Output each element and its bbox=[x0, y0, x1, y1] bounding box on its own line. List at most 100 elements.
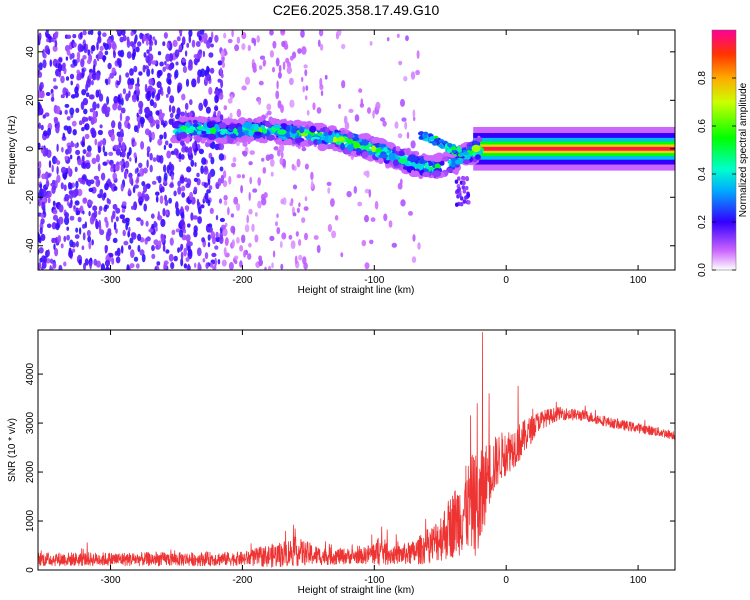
heatmap-speckle bbox=[82, 30, 87, 36]
heatmap-speckle bbox=[123, 240, 129, 246]
heatmap-speckle bbox=[118, 74, 122, 84]
heatmap-speckle bbox=[56, 160, 61, 166]
heatmap-speckle bbox=[66, 49, 71, 56]
heatmap-speckle bbox=[257, 177, 262, 186]
heatmap-speckle bbox=[214, 34, 219, 43]
heatmap-speckle bbox=[251, 223, 255, 232]
heatmap-speckle bbox=[46, 223, 52, 229]
heatmap-speckle bbox=[87, 59, 92, 65]
heatmap-speckle bbox=[69, 154, 73, 160]
heatmap-speckle bbox=[168, 104, 172, 113]
heatmap-ridge-blob bbox=[350, 137, 360, 141]
heatmap-ridge-blob bbox=[309, 125, 317, 133]
heatmap-speckle bbox=[281, 40, 286, 48]
heatmap-ridge-blob bbox=[407, 155, 418, 162]
heatmap-ridge-blob bbox=[221, 128, 228, 133]
heatmap-ridge-blob bbox=[317, 143, 328, 152]
colorbar-frame bbox=[711, 29, 737, 271]
heatmap-ridge-blob bbox=[377, 157, 384, 164]
heatmap-speckle bbox=[209, 207, 214, 214]
heatmap-speckle bbox=[164, 60, 167, 66]
heatmap-ridge-blob bbox=[398, 151, 405, 157]
heatmap-speckle bbox=[140, 219, 144, 226]
heatmap-speckle bbox=[43, 53, 47, 59]
heatmap-speckle bbox=[131, 205, 135, 210]
heatmap-speckle bbox=[116, 247, 121, 257]
heatmap-tail-blob bbox=[457, 176, 461, 181]
heatmap-speckle bbox=[180, 258, 184, 267]
heatmap-ridge-blob bbox=[239, 119, 245, 125]
heatmap-speckle bbox=[194, 262, 197, 268]
heatmap-ridge-blob bbox=[388, 152, 396, 161]
heatmap-speckle bbox=[103, 192, 107, 199]
heatmap-ridge-blob bbox=[361, 139, 369, 146]
heatmap-speckle bbox=[40, 90, 45, 99]
heatmap-speckle bbox=[156, 92, 161, 101]
heatmap-speckle bbox=[50, 96, 55, 102]
heatmap-speckle bbox=[88, 116, 92, 121]
heatmap-speckle bbox=[223, 247, 227, 256]
heatmap-speckle bbox=[269, 50, 274, 58]
heatmap-speckle bbox=[191, 78, 197, 88]
heatmap-speckle bbox=[304, 232, 308, 241]
heatmap-speckle bbox=[198, 102, 204, 112]
heatmap-speckle bbox=[98, 50, 104, 60]
heatmap-speckle bbox=[137, 233, 142, 241]
heatmap-speckle bbox=[47, 250, 50, 257]
snr-frame bbox=[37, 329, 676, 571]
heatmap-speckle bbox=[223, 32, 227, 39]
heatmap-speckle bbox=[267, 265, 272, 270]
heatmap-speckle bbox=[166, 150, 172, 159]
heatmap-branch-blob bbox=[432, 141, 438, 146]
heatmap-ridge-blob bbox=[192, 123, 199, 128]
heatmap-ridge-blob bbox=[454, 159, 464, 165]
heatmap-speckle bbox=[319, 43, 324, 51]
heatmap-ridge-blob bbox=[285, 125, 290, 133]
heatmap-speckle bbox=[313, 235, 319, 240]
heatmap-speckle bbox=[74, 86, 79, 94]
heatmap-speckle bbox=[196, 172, 200, 178]
heatmap-speckle bbox=[305, 85, 309, 91]
heatmap-speckle bbox=[155, 226, 158, 232]
heatmap-speckle bbox=[198, 206, 202, 215]
heatmap-speckle bbox=[202, 32, 208, 41]
heatmap-speckle bbox=[107, 62, 112, 70]
heatmap-speckle bbox=[106, 96, 110, 105]
x-tick-label: 100 bbox=[630, 275, 647, 286]
heatmap-speckle bbox=[341, 43, 346, 50]
heatmap-speckle bbox=[67, 145, 72, 155]
heatmap-speckle bbox=[357, 201, 363, 207]
heatmap-speckle bbox=[138, 162, 143, 168]
heatmap-speckle bbox=[74, 234, 80, 239]
heatmap-speckle bbox=[354, 114, 360, 122]
heatmap-speckle bbox=[134, 168, 138, 174]
heatmap-speckle bbox=[207, 178, 211, 186]
heatmap-speckle bbox=[115, 166, 120, 171]
heatmap-speckle bbox=[269, 30, 274, 36]
heatmap-speckle bbox=[131, 94, 137, 103]
heatmap-speckle bbox=[86, 79, 91, 88]
heatmap-speckle bbox=[184, 110, 187, 119]
heatmap-speckle bbox=[115, 256, 121, 264]
heatmap-speckle bbox=[81, 245, 85, 251]
heatmap-speckle bbox=[334, 215, 339, 221]
heatmap-speckle bbox=[81, 141, 85, 148]
heatmap-ridge-blob bbox=[196, 130, 203, 135]
snr-series-line bbox=[38, 331, 675, 568]
heatmap-speckle bbox=[52, 179, 56, 185]
heatmap-speckle bbox=[133, 125, 138, 133]
y-tick-label: 20 bbox=[25, 94, 36, 106]
heatmap-speckle bbox=[126, 51, 132, 59]
heatmap-speckle bbox=[400, 98, 405, 107]
heatmap-speckle bbox=[156, 154, 159, 162]
heatmap-speckle bbox=[111, 257, 115, 265]
heatmap-speckle bbox=[182, 65, 187, 73]
heatmap-speckle bbox=[64, 216, 70, 225]
heatmap-speckle bbox=[113, 50, 116, 59]
heatmap-speckle bbox=[61, 146, 64, 153]
heatmap-speckle bbox=[117, 121, 122, 130]
heatmap-speckle bbox=[95, 89, 100, 98]
heatmap-speckle bbox=[151, 91, 155, 99]
heatmap-speckle bbox=[149, 164, 153, 173]
heatmap-speckle bbox=[136, 95, 140, 102]
